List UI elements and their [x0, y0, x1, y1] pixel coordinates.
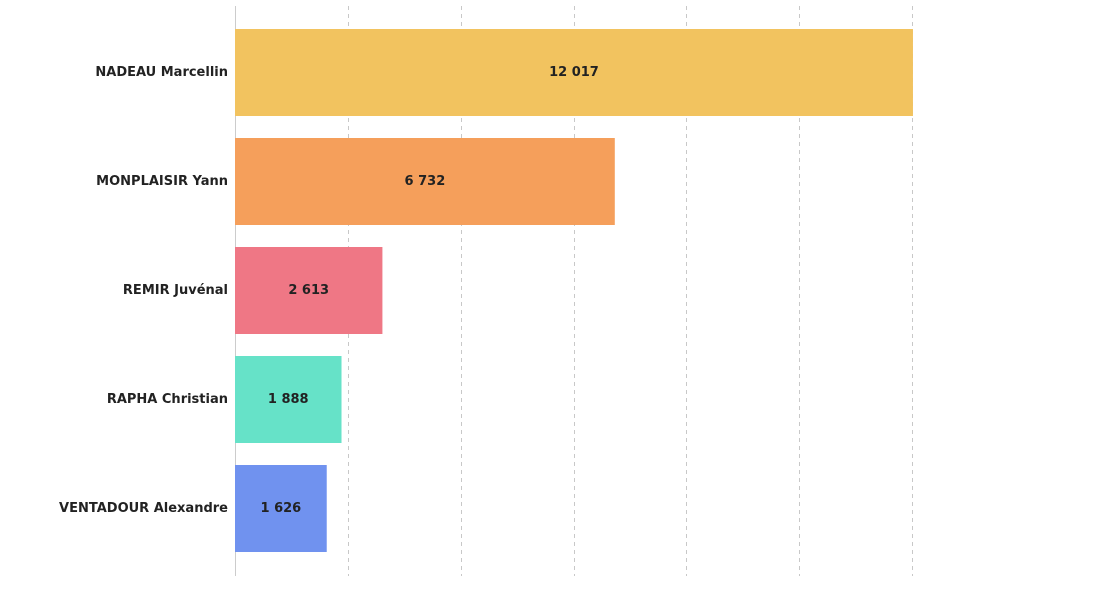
data-label: 1 888 [268, 392, 309, 407]
bar [235, 247, 383, 334]
category-label: REMIR Juvénal [123, 283, 228, 298]
bar [235, 356, 342, 443]
bar [235, 465, 327, 552]
data-label: 2 613 [288, 283, 329, 298]
bar [235, 29, 913, 116]
category-labels: NADEAU Marcellin MONPLAISIR Yann REMIR Juv… [59, 65, 228, 516]
bar [235, 138, 615, 225]
value-labels: 12 017 6 732 2 613 1 888 1 626 [261, 65, 599, 516]
bars [235, 29, 913, 552]
data-label: 1 626 [261, 501, 302, 516]
category-label: VENTADOUR Alexandre [59, 501, 228, 516]
data-label: 12 017 [549, 65, 599, 80]
category-label: RAPHA Christian [107, 392, 228, 407]
category-label: NADEAU Marcellin [95, 65, 228, 80]
data-label: 6 732 [405, 174, 446, 189]
category-label: MONPLAISIR Yann [96, 174, 228, 189]
